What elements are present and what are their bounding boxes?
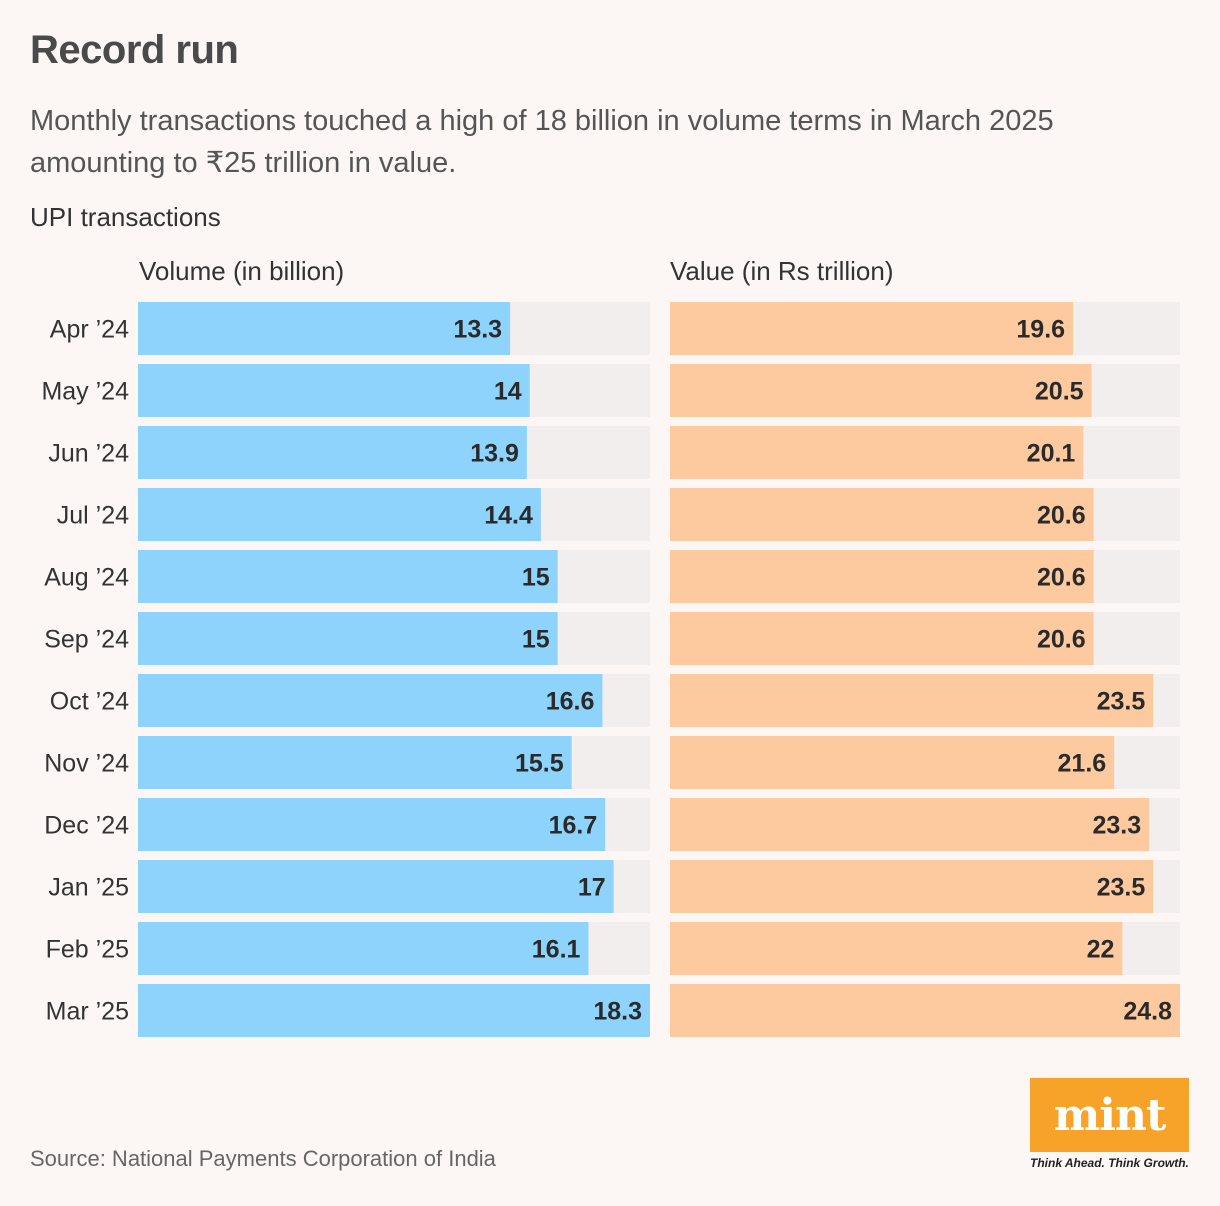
- category-label: Jun ’24: [48, 440, 129, 468]
- value-bar: [670, 922, 1123, 975]
- value-bar: [670, 426, 1084, 479]
- value-panel-header: Value (in Rs trillion): [670, 256, 894, 286]
- data-label: 23.5: [1097, 874, 1146, 902]
- volume-bar: [138, 302, 511, 355]
- data-label: 22: [1087, 936, 1115, 964]
- data-label: 16.6: [546, 688, 595, 716]
- category-label: Jul ’24: [57, 502, 129, 530]
- data-label: 17: [578, 874, 606, 902]
- volume-bar: [138, 426, 527, 479]
- source-note: Source: National Payments Corporation of…: [30, 1146, 496, 1171]
- volume-bar: [138, 550, 558, 603]
- category-label: Mar ’25: [46, 998, 129, 1026]
- data-label: 15: [522, 564, 550, 592]
- value-bar: [670, 674, 1154, 727]
- category-label: Feb ’25: [46, 936, 129, 964]
- chart-label: UPI transactions: [30, 202, 221, 232]
- data-label: 14: [494, 378, 522, 406]
- data-label: 20.6: [1037, 502, 1086, 530]
- volume-bar: [138, 798, 606, 851]
- data-label: 13.3: [453, 316, 502, 344]
- value-bar: [670, 302, 1074, 355]
- data-label: 14.4: [484, 502, 533, 530]
- data-label: 23.5: [1097, 688, 1146, 716]
- data-label: 13.9: [470, 440, 519, 468]
- value-bar: [670, 364, 1092, 417]
- data-label: 16.7: [549, 812, 598, 840]
- value-bar: [670, 736, 1115, 789]
- category-label: Sep ’24: [44, 626, 129, 654]
- logo-text: mint: [1053, 1089, 1167, 1141]
- value-bar: [670, 612, 1094, 665]
- data-label: 19.6: [1016, 316, 1065, 344]
- logo-tagline: Think Ahead. Think Growth.: [1030, 1156, 1189, 1170]
- category-label: Apr ’24: [50, 316, 129, 344]
- volume-bar: [138, 612, 558, 665]
- data-label: 15: [522, 626, 550, 654]
- chart-title: Record run: [30, 28, 239, 72]
- data-label: 16.1: [532, 936, 581, 964]
- data-label: 20.5: [1035, 378, 1084, 406]
- chart-subtitle: Monthly transactions touched a high of 1…: [30, 105, 1054, 179]
- data-label: 21.6: [1058, 750, 1107, 778]
- volume-bar: [138, 488, 541, 541]
- volume-bar: [138, 860, 614, 913]
- category-label: Jan ’25: [48, 874, 129, 902]
- data-label: 24.8: [1123, 998, 1172, 1026]
- volume-bar: [138, 984, 650, 1037]
- data-label: 20.6: [1037, 564, 1086, 592]
- value-bar: [670, 984, 1180, 1037]
- data-label: 20.1: [1027, 440, 1076, 468]
- volume-bar: [138, 922, 589, 975]
- data-label: 23.3: [1092, 812, 1141, 840]
- value-bar: [670, 798, 1150, 851]
- value-bar: [670, 488, 1094, 541]
- mint-logo: mint: [1030, 1078, 1189, 1152]
- category-label: Aug ’24: [44, 564, 129, 592]
- data-label: 18.3: [593, 998, 642, 1026]
- category-label: May ’24: [41, 378, 129, 406]
- category-label: Nov ’24: [44, 750, 129, 778]
- value-bar: [670, 550, 1094, 603]
- volume-bar: [138, 674, 603, 727]
- volume-panel-header: Volume (in billion): [139, 256, 345, 286]
- value-bar: [670, 860, 1154, 913]
- category-label: Oct ’24: [50, 688, 129, 716]
- data-label: 15.5: [515, 750, 564, 778]
- volume-bar: [138, 364, 530, 417]
- category-label: Dec ’24: [44, 812, 129, 840]
- data-label: 20.6: [1037, 626, 1086, 654]
- volume-bar: [138, 736, 572, 789]
